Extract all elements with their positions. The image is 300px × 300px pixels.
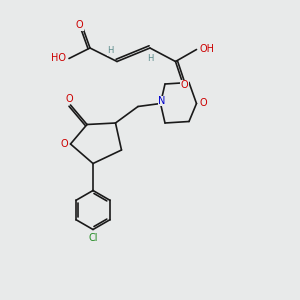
Text: H: H xyxy=(147,54,153,63)
Text: OH: OH xyxy=(200,44,214,55)
Text: O: O xyxy=(181,80,188,91)
Text: O: O xyxy=(199,98,207,109)
Text: O: O xyxy=(65,94,73,104)
Text: H: H xyxy=(107,46,114,56)
Text: O: O xyxy=(76,20,83,31)
Text: HO: HO xyxy=(51,53,66,64)
Text: Cl: Cl xyxy=(88,233,98,243)
Text: N: N xyxy=(158,96,166,106)
Text: O: O xyxy=(60,139,68,149)
